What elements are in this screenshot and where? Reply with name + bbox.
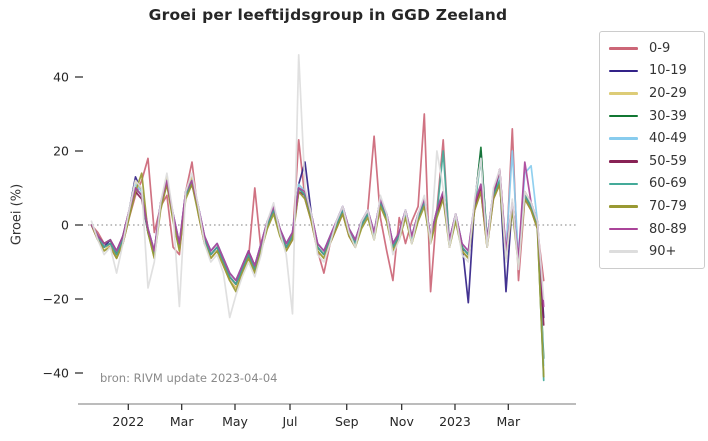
- legend-line-swatch: [609, 137, 638, 140]
- legend-entry: 20-29: [600, 82, 704, 105]
- legend-line-swatch: [609, 114, 638, 118]
- y-axis-tick-label: −20: [43, 292, 69, 307]
- x-axis-tick-label: Nov: [389, 414, 414, 429]
- x-axis-tick-label: Jul: [281, 414, 297, 429]
- legend-label: 20-29: [649, 85, 687, 101]
- series-line-10-19: [90, 150, 545, 319]
- legend-line-swatch: [609, 47, 638, 50]
- legend-line-swatch: [609, 205, 638, 208]
- legend: 0-9 10-19 20-29 30-39 40-49 50-59 60-69 70-79 80…: [599, 31, 705, 269]
- legend-line-swatch: [609, 69, 638, 73]
- legend-label: 60-69: [649, 176, 687, 192]
- y-axis-tick-label: 40: [53, 70, 69, 85]
- legend-label: 40-49: [649, 131, 687, 147]
- legend-entry: 0-9: [600, 37, 704, 60]
- legend-label: 70-79: [649, 198, 687, 214]
- legend-entry: 70-79: [600, 195, 704, 218]
- legend-entry: 30-39: [600, 105, 704, 128]
- legend-entry: 50-59: [600, 150, 704, 173]
- legend-entry: 10-19: [600, 60, 704, 83]
- legend-label: 80-89: [649, 221, 687, 237]
- y-axis-tick-label: −40: [43, 366, 69, 381]
- x-axis-tick-label: 2022: [112, 414, 144, 429]
- legend-label: 10-19: [649, 63, 687, 79]
- legend-entry: 60-69: [600, 173, 704, 196]
- legend-entry: 80-89: [600, 218, 704, 241]
- legend-label: 0-9: [649, 40, 671, 56]
- x-axis-tick-label: Sep: [335, 414, 359, 429]
- y-axis-tick-label: 0: [61, 218, 69, 233]
- x-axis-tick-label: May: [222, 414, 248, 429]
- series-line-40-49: [90, 150, 545, 367]
- legend-line-swatch: [609, 250, 638, 253]
- x-axis-tick-label: Mar: [170, 414, 194, 429]
- legend-entry: 40-49: [600, 127, 704, 150]
- y-axis-tick-label: 20: [53, 144, 69, 159]
- legend-label: 50-59: [649, 153, 687, 169]
- legend-line-swatch: [609, 92, 638, 95]
- legend-entry: 90+: [600, 240, 704, 263]
- legend-line-swatch: [609, 227, 638, 231]
- x-axis-tick-label: Mar: [497, 414, 521, 429]
- series-line-90plus: [90, 53, 545, 319]
- legend-line-swatch: [609, 159, 638, 163]
- legend-line-swatch: [609, 182, 638, 186]
- legend-label: 30-39: [649, 108, 687, 124]
- x-axis-tick-label: 2023: [439, 414, 471, 429]
- chart-title: Groei per leeftijdsgroup in GGD Zeeland: [148, 6, 508, 24]
- source-annotation: bron: RIVM update 2023-04-04: [100, 371, 278, 385]
- series-line-80-89: [90, 161, 545, 308]
- legend-label: 90+: [649, 244, 677, 260]
